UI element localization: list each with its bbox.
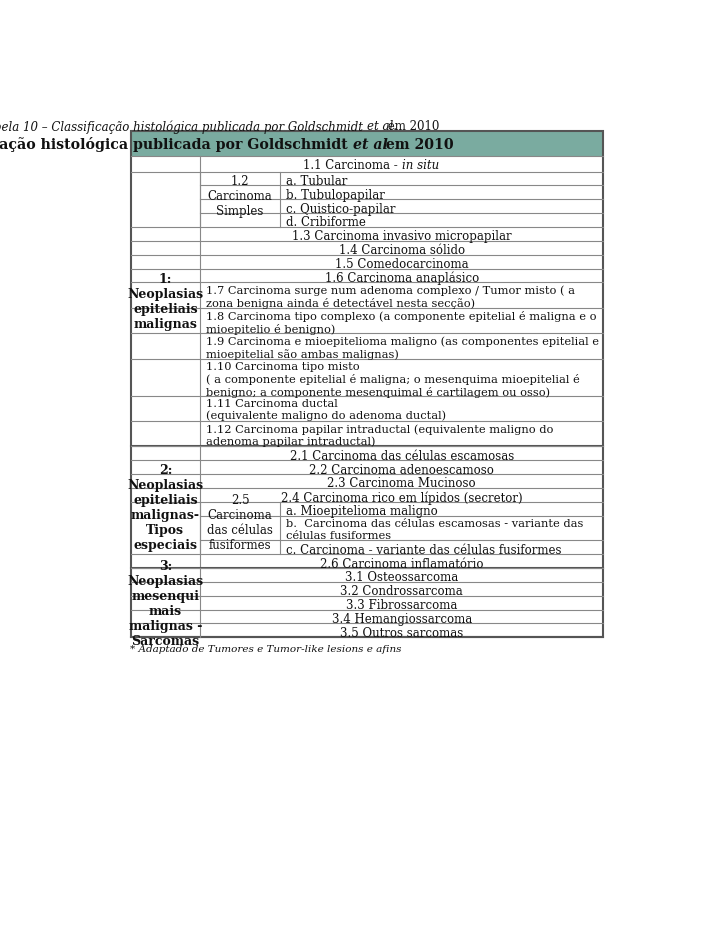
Text: 3.3 Fibrossarcoma: 3.3 Fibrossarcoma	[346, 598, 458, 611]
Text: 3.5 Outros sarcomas: 3.5 Outros sarcomas	[340, 626, 463, 639]
Text: 1:
Neoplasias
epiteliais
malignas: 1: Neoplasias epiteliais malignas	[127, 273, 203, 331]
Text: 1.3 Carcinoma invasivo micropapilar: 1.3 Carcinoma invasivo micropapilar	[292, 230, 512, 243]
Text: c. Quistico-papilar: c. Quistico-papilar	[286, 202, 396, 215]
Text: 1.11 Carcinoma ductal
(equivalente maligno do adenoma ductal): 1.11 Carcinoma ductal (equivalente malig…	[207, 399, 446, 420]
Text: * Adaptado de Tumores e Tumor-like lesions e afins: * Adaptado de Tumores e Tumor-like lesio…	[131, 644, 402, 652]
Text: 2.3 Carcinoma Mucinoso: 2.3 Carcinoma Mucinoso	[328, 477, 476, 490]
Text: 1.12 Carcinoma papilar intraductal (equivalente maligno do
adenoma papilar intra: 1.12 Carcinoma papilar intraductal (equi…	[207, 424, 554, 446]
Text: 1.6 Carcinoma anaplásico: 1.6 Carcinoma anaplásico	[325, 271, 479, 285]
Text: 2.6 Carcinoma inflamatório: 2.6 Carcinoma inflamatório	[320, 557, 484, 570]
Text: 3.2 Condrossarcoma: 3.2 Condrossarcoma	[340, 585, 463, 597]
Text: b.  Carcinoma das células escamosas - variante das
células fusiformes: b. Carcinoma das células escamosas - var…	[286, 519, 583, 540]
Text: 1.7 Carcinoma surge num adenoma complexo / Tumor misto ( a
zona benigna ainda é : 1.7 Carcinoma surge num adenoma complexo…	[207, 285, 576, 309]
Text: 2.2 Carcinoma adenoescamoso: 2.2 Carcinoma adenoescamoso	[309, 463, 494, 476]
Bar	[131, 132, 603, 637]
Text: a. Mioepitelioma maligno: a. Mioepitelioma maligno	[286, 505, 438, 518]
Text: 1.9 Carcinoma e mioepitelioma maligno (as componentes epitelial e
mioepitelial s: 1.9 Carcinoma e mioepitelioma maligno (a…	[207, 336, 600, 359]
Text: 1.4 Carcinoma sólido: 1.4 Carcinoma sólido	[339, 244, 465, 256]
Text: 2.1 Carcinoma das células escamosas: 2.1 Carcinoma das células escamosas	[290, 449, 514, 462]
Text: c. Carcinoma - variante das células fusiformes: c. Carcinoma - variante das células fusi…	[286, 543, 562, 556]
Text: em 2010: em 2010	[384, 120, 439, 133]
Text: 2:
Neoplasias
epiteliais
malignas-
Tipos
especiais: 2: Neoplasias epiteliais malignas- Tipos…	[127, 463, 203, 551]
Text: Classificação histológica publicada por Goldschmidt: Classificação histológica publicada por …	[0, 138, 353, 153]
Text: in situ: in situ	[401, 159, 439, 172]
Text: 1.8 Carcinoma tipo complexo (a componente epitelial é maligna e o
mioepitelio é : 1.8 Carcinoma tipo complexo (a component…	[207, 311, 597, 334]
Bar	[131, 132, 603, 157]
Text: Tabela 10 – Classificação histológica publicada por Goldschmidt: Tabela 10 – Classificação histológica pu…	[0, 120, 367, 134]
Text: 1.5 Comedocarcinoma: 1.5 Comedocarcinoma	[335, 257, 469, 271]
Text: 1.1 Carcinoma -: 1.1 Carcinoma -	[303, 159, 401, 172]
Text: 3:
Neoplasias
mesenqui
mais
malignas -
Sarcomas: 3: Neoplasias mesenqui mais malignas - S…	[127, 559, 203, 647]
Text: 1.10 Carcinoma tipo misto
( a componente epitelial é maligna; o mesenquima mioep: 1.10 Carcinoma tipo misto ( a componente…	[207, 361, 580, 397]
Text: et al: et al	[353, 138, 388, 152]
Text: 2.4 Carcinoma rico em lípidos (secretor): 2.4 Carcinoma rico em lípidos (secretor)	[281, 490, 522, 505]
Text: d. Cribiforme: d. Cribiforme	[286, 216, 366, 229]
Text: b. Tubulopapilar: b. Tubulopapilar	[286, 188, 385, 201]
Text: a. Tubular: a. Tubular	[286, 175, 348, 187]
Text: 1.2
Carcinoma
Simples: 1.2 Carcinoma Simples	[208, 175, 273, 218]
Text: 3.4 Hemangiossarcoma: 3.4 Hemangiossarcoma	[332, 612, 472, 625]
Text: 2.5
Carcinoma
das células
fusiformes: 2.5 Carcinoma das células fusiformes	[207, 493, 273, 551]
Text: em 2010: em 2010	[376, 138, 454, 152]
Text: et al.: et al.	[367, 120, 397, 133]
Text: 3.1 Osteossarcoma: 3.1 Osteossarcoma	[345, 571, 458, 584]
